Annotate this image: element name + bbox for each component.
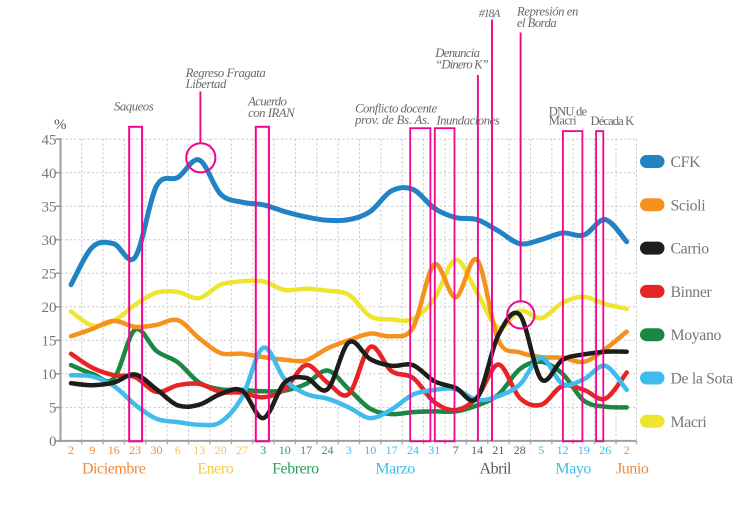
svg-text:Scioli: Scioli <box>671 197 707 214</box>
svg-text:Conflicto docente: Conflicto docente <box>355 101 437 115</box>
svg-text:24: 24 <box>322 443 334 457</box>
svg-text:21: 21 <box>492 443 504 457</box>
svg-text:7: 7 <box>453 443 459 457</box>
svg-text:45: 45 <box>42 132 57 148</box>
svg-text:23: 23 <box>129 443 141 457</box>
svg-text:Saqueos: Saqueos <box>114 100 154 114</box>
svg-text:Binner: Binner <box>671 284 713 301</box>
svg-text:19: 19 <box>578 443 590 457</box>
svg-text:3: 3 <box>260 443 266 457</box>
svg-text:2: 2 <box>68 443 74 457</box>
svg-text:#18A: #18A <box>479 6 501 20</box>
svg-text:Represión en: Represión en <box>516 4 578 18</box>
svg-text:13: 13 <box>193 443 205 457</box>
svg-text:Macri: Macri <box>671 414 708 431</box>
svg-text:20: 20 <box>215 443 227 457</box>
svg-text:20: 20 <box>42 300 57 316</box>
svg-text:Inundaciones: Inundaciones <box>435 113 499 127</box>
svg-text:el Borda: el Borda <box>517 16 556 30</box>
svg-text:16: 16 <box>108 443 120 457</box>
svg-text:Carrio: Carrio <box>671 241 710 258</box>
svg-text:Acuerdo: Acuerdo <box>247 95 287 109</box>
svg-text:Junio: Junio <box>616 461 649 478</box>
svg-text:5: 5 <box>49 401 57 417</box>
svg-text:Abril: Abril <box>480 461 513 478</box>
svg-text:10: 10 <box>364 443 376 457</box>
svg-text:Mayo: Mayo <box>555 461 591 478</box>
svg-text:14: 14 <box>471 443 483 457</box>
svg-text:3: 3 <box>346 443 352 457</box>
svg-text:6: 6 <box>175 443 181 457</box>
svg-text:31: 31 <box>428 443 440 457</box>
svg-text:prov. de Bs. As.: prov. de Bs. As. <box>354 113 430 127</box>
svg-text:0: 0 <box>49 434 57 450</box>
svg-text:28: 28 <box>514 443 526 457</box>
svg-text:Década K: Década K <box>591 114 635 128</box>
svg-text:“Dinero K”: “Dinero K” <box>435 58 489 72</box>
svg-text:Enero: Enero <box>197 461 233 478</box>
svg-text:CFK: CFK <box>671 154 702 171</box>
svg-text:26: 26 <box>599 443 611 457</box>
svg-text:De la Sota: De la Sota <box>671 371 734 388</box>
svg-text:con IRAN: con IRAN <box>248 106 296 120</box>
svg-text:25: 25 <box>42 266 57 282</box>
svg-text:Marzo: Marzo <box>375 461 415 478</box>
svg-text:12: 12 <box>557 443 569 457</box>
svg-text:Diciembre: Diciembre <box>82 461 146 478</box>
svg-text:40: 40 <box>42 166 57 182</box>
svg-text:10: 10 <box>279 443 291 457</box>
svg-text:%: % <box>54 117 67 133</box>
svg-text:Denuncia: Denuncia <box>434 46 479 60</box>
svg-text:DNU de: DNU de <box>549 104 588 118</box>
svg-text:Libertad: Libertad <box>185 77 227 91</box>
svg-text:Moyano: Moyano <box>671 327 722 344</box>
svg-text:10: 10 <box>42 367 57 383</box>
svg-text:5: 5 <box>538 443 544 457</box>
svg-text:Regreso Fragata: Regreso Fragata <box>185 66 266 80</box>
svg-text:30: 30 <box>151 443 163 457</box>
svg-text:Macri: Macri <box>549 113 577 127</box>
svg-text:15: 15 <box>42 334 57 350</box>
svg-text:24: 24 <box>407 443 419 457</box>
svg-text:17: 17 <box>300 443 312 457</box>
svg-text:27: 27 <box>236 443 248 457</box>
svg-text:17: 17 <box>386 443 398 457</box>
svg-text:9: 9 <box>89 443 95 457</box>
svg-text:30: 30 <box>42 233 57 249</box>
svg-text:Febrero: Febrero <box>272 461 319 478</box>
svg-text:2: 2 <box>624 443 630 457</box>
svg-text:35: 35 <box>42 199 57 215</box>
